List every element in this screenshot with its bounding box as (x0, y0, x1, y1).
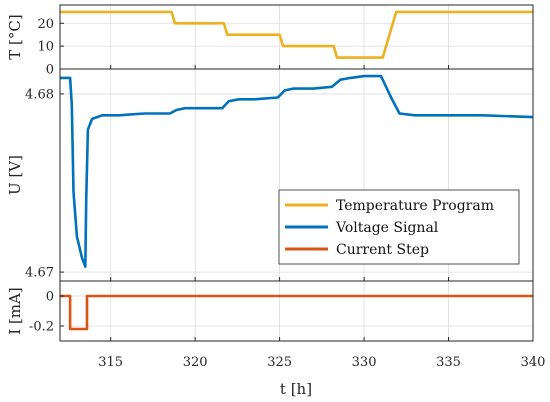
x-tick-label: 320 (183, 355, 208, 370)
voltage-plot (60, 74, 534, 268)
x-axis-ticks: 315 320 325 330 335 340 (98, 355, 545, 370)
temperature-plot (60, 10, 533, 59)
voltage-y-ticks: 4.67 4.68 (25, 87, 534, 281)
current-y-ticks: -0.2 0 (29, 290, 534, 341)
x-tick-label: 330 (352, 355, 377, 370)
current-panel: -0.2 0 I [mA] (6, 280, 534, 342)
legend: Temperature Program Voltage Signal Curre… (278, 189, 520, 265)
current-plot (60, 294, 533, 331)
current-series-line (60, 294, 533, 331)
voltage-series-line (60, 74, 534, 268)
temperature-ytick-label: 10 (37, 40, 54, 55)
voltage-ytick-label: 4.67 (25, 266, 54, 281)
current-ytick-label: -0.2 (29, 320, 54, 335)
temperature-ytick-label: 20 (37, 17, 54, 32)
temperature-ytick-label: 0 (46, 63, 54, 78)
x-tick-label: 335 (436, 355, 461, 370)
current-axes-frame (59, 280, 534, 342)
x-tick-label: 315 (98, 355, 123, 370)
legend-label-temperature: Temperature Program (336, 198, 494, 214)
legend-label-current: Current Step (336, 242, 429, 258)
voltage-ylabel: U [V] (6, 155, 24, 195)
temperature-ylabel: T [°C] (6, 14, 24, 59)
x-axis-label: t [h] (280, 380, 312, 398)
x-tick-label: 340 (521, 355, 546, 370)
voltage-panel: 4.67 4.68 U [V] Temperature Program Volta… (6, 68, 534, 282)
temperature-y-ticks: 0 10 20 (37, 17, 534, 78)
x-tick-label: 325 (267, 355, 292, 370)
temperature-series-line (60, 10, 533, 59)
current-ytick-label: 0 (46, 290, 54, 305)
current-ylabel: I [mA] (6, 287, 24, 334)
temperature-panel: 0 10 20 T [°C] (6, 4, 534, 78)
voltage-ytick-label: 4.68 (25, 87, 54, 102)
legend-label-voltage: Voltage Signal (335, 220, 439, 236)
